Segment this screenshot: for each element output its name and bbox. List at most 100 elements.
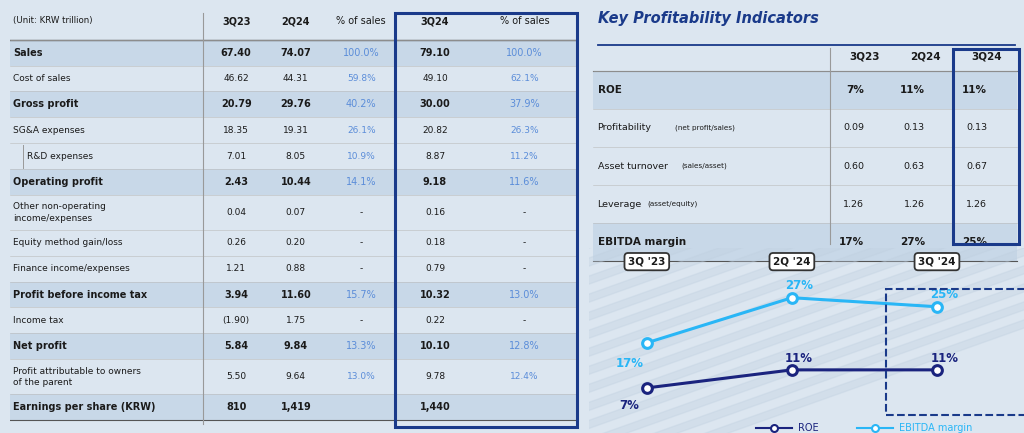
- Text: Profitability: Profitability: [597, 123, 651, 132]
- Text: 9.64: 9.64: [286, 372, 306, 381]
- Text: ROE: ROE: [798, 423, 818, 433]
- Text: 10.9%: 10.9%: [347, 152, 376, 161]
- Text: 0.04: 0.04: [226, 208, 246, 217]
- Text: (Unit: KRW trillion): (Unit: KRW trillion): [13, 16, 92, 25]
- Text: (1.90): (1.90): [222, 316, 250, 325]
- Text: 18.35: 18.35: [223, 126, 249, 135]
- Text: 810: 810: [226, 402, 247, 412]
- Text: 67.40: 67.40: [221, 48, 252, 58]
- Bar: [886, 289, 1024, 415]
- Text: 0.18: 0.18: [425, 238, 445, 247]
- Text: 0.67: 0.67: [966, 162, 987, 171]
- Text: Income tax: Income tax: [13, 316, 63, 325]
- Text: (net profit/sales): (net profit/sales): [676, 125, 735, 131]
- Text: 3Q24: 3Q24: [421, 16, 450, 26]
- Text: Key Profitability Indicators: Key Profitability Indicators: [597, 11, 818, 26]
- Bar: [10, 169, 575, 195]
- Text: Equity method gain/loss: Equity method gain/loss: [13, 238, 123, 247]
- Text: 0.79: 0.79: [425, 264, 445, 273]
- Text: 7.01: 7.01: [226, 152, 246, 161]
- Text: 11%: 11%: [900, 85, 925, 95]
- Text: -: -: [359, 264, 362, 273]
- Text: 3.94: 3.94: [224, 290, 248, 300]
- Text: Finance income/expenses: Finance income/expenses: [13, 264, 130, 273]
- Text: 44.31: 44.31: [283, 74, 308, 83]
- Text: 13.0%: 13.0%: [509, 290, 540, 300]
- Text: 5.50: 5.50: [226, 372, 246, 381]
- Text: -: -: [523, 264, 526, 273]
- Bar: [10, 394, 575, 420]
- Text: 7%: 7%: [846, 85, 864, 95]
- Text: Net profit: Net profit: [13, 341, 67, 351]
- Text: 3Q23: 3Q23: [849, 52, 880, 62]
- Text: 0.16: 0.16: [425, 208, 445, 217]
- Text: EBITDA margin: EBITDA margin: [597, 237, 686, 247]
- Text: income/expenses: income/expenses: [13, 213, 92, 223]
- Text: % of sales: % of sales: [500, 16, 550, 26]
- Text: (sales/asset): (sales/asset): [681, 163, 727, 169]
- Text: 0.20: 0.20: [286, 238, 306, 247]
- Text: 8.87: 8.87: [425, 152, 445, 161]
- Text: 62.1%: 62.1%: [510, 74, 539, 83]
- Text: -: -: [359, 238, 362, 247]
- Text: 29.76: 29.76: [281, 100, 311, 110]
- Text: 13.0%: 13.0%: [347, 372, 376, 381]
- Text: ROE: ROE: [597, 85, 622, 95]
- Text: 12.8%: 12.8%: [509, 341, 540, 351]
- Text: Profit attributable to owners: Profit attributable to owners: [13, 367, 141, 375]
- Text: Earnings per share (KRW): Earnings per share (KRW): [13, 402, 156, 412]
- Text: 11.6%: 11.6%: [509, 177, 540, 187]
- Text: 11%: 11%: [785, 352, 813, 365]
- Text: of the parent: of the parent: [13, 378, 73, 387]
- Text: R&D expenses: R&D expenses: [28, 152, 93, 161]
- Text: 26.3%: 26.3%: [510, 126, 539, 135]
- Text: Operating profit: Operating profit: [13, 177, 103, 187]
- Text: 0.22: 0.22: [425, 316, 445, 325]
- Text: 100.0%: 100.0%: [506, 48, 543, 58]
- Text: 25%: 25%: [930, 288, 958, 301]
- Text: 9.84: 9.84: [284, 341, 308, 351]
- Text: 46.62: 46.62: [223, 74, 249, 83]
- Bar: [593, 71, 1018, 109]
- Text: 3Q '23: 3Q '23: [628, 257, 666, 267]
- Text: -: -: [523, 208, 526, 217]
- Text: 0.13: 0.13: [904, 123, 925, 132]
- Text: -: -: [523, 316, 526, 325]
- Text: 8.05: 8.05: [286, 152, 306, 161]
- Text: 1.26: 1.26: [843, 200, 864, 209]
- Text: 0.13: 0.13: [966, 123, 987, 132]
- Text: 1,419: 1,419: [281, 402, 311, 412]
- Text: Other non-operating: Other non-operating: [13, 202, 105, 211]
- Text: 0.60: 0.60: [843, 162, 864, 171]
- Text: 26.1%: 26.1%: [347, 126, 376, 135]
- Text: 10.44: 10.44: [281, 177, 311, 187]
- Bar: [593, 223, 1018, 261]
- Bar: [10, 91, 575, 117]
- Text: 20.79: 20.79: [221, 100, 252, 110]
- Bar: [395, 13, 578, 427]
- Text: 7%: 7%: [620, 400, 639, 413]
- Text: Asset turnover: Asset turnover: [597, 162, 668, 171]
- Text: 14.1%: 14.1%: [346, 177, 377, 187]
- Text: 15.7%: 15.7%: [346, 290, 377, 300]
- Text: 0.09: 0.09: [843, 123, 864, 132]
- Text: 17%: 17%: [615, 357, 643, 370]
- Text: 0.63: 0.63: [904, 162, 925, 171]
- Text: 3Q '24: 3Q '24: [919, 257, 955, 267]
- Text: -: -: [359, 316, 362, 325]
- Text: 9.78: 9.78: [425, 372, 445, 381]
- Text: 10.32: 10.32: [420, 290, 451, 300]
- Text: 40.2%: 40.2%: [346, 100, 377, 110]
- Text: 0.26: 0.26: [226, 238, 246, 247]
- Bar: [10, 40, 575, 66]
- Text: 10.10: 10.10: [420, 341, 451, 351]
- Text: 59.8%: 59.8%: [347, 74, 376, 83]
- Text: 1.21: 1.21: [226, 264, 246, 273]
- Text: SG&A expenses: SG&A expenses: [13, 126, 85, 135]
- Text: 3Q24: 3Q24: [972, 52, 1002, 62]
- Text: 27%: 27%: [900, 237, 925, 247]
- Text: (asset/equity): (asset/equity): [647, 201, 697, 207]
- Text: EBITDA margin: EBITDA margin: [899, 423, 973, 433]
- Text: % of sales: % of sales: [336, 16, 386, 26]
- Text: 1,440: 1,440: [420, 402, 451, 412]
